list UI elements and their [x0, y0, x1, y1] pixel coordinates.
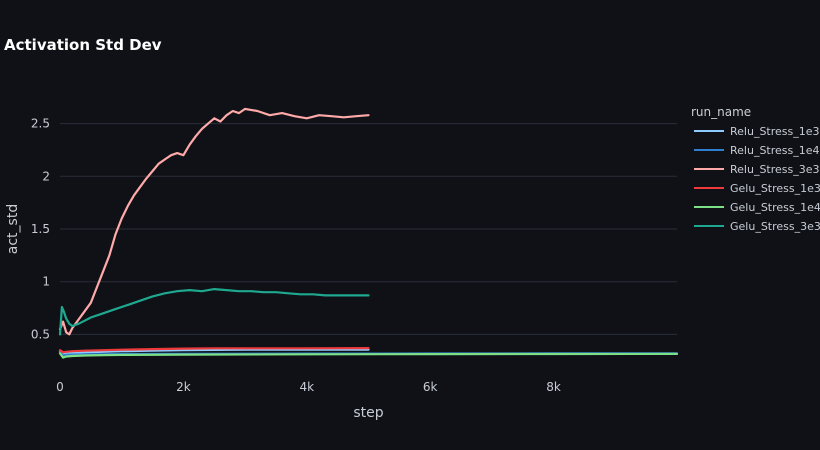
series-line-relu-stress-3e3 [58, 107, 370, 336]
series-line-gelu-stress-3e3 [58, 288, 370, 336]
legend-entry: Relu_Stress_1e4 [730, 144, 820, 157]
y-tick-label: 0.5 [31, 327, 50, 341]
y-tick-label: 1.5 [31, 222, 50, 236]
series-line-relu-stress-1e3 [58, 348, 370, 356]
x-tick-label: 2k [176, 380, 191, 394]
x-axis-title: step [353, 405, 383, 421]
x-tick-label: 8k [546, 380, 561, 394]
y-tick-label: 2.5 [31, 117, 50, 131]
x-tick-label: 6k [423, 380, 438, 394]
legend-entry: Relu_Stress_1e3 [730, 125, 820, 138]
legend-entry: Gelu_Stress_1e3 [730, 182, 820, 195]
y-tick-label: 1 [42, 275, 50, 289]
x-tick-label: 4k [300, 380, 315, 394]
gridlines [60, 123, 677, 335]
legend-entry: Relu_Stress_3e3 [730, 163, 820, 176]
y-axis-title: act_std [5, 204, 21, 254]
x-tick-label: 0 [56, 380, 64, 394]
x-axis: 0 2k 4k 6k 8k [56, 380, 561, 394]
series-line-gelu-stress-1e3 [58, 347, 370, 354]
plot-area [58, 107, 679, 359]
legend-title: run_name [691, 105, 751, 119]
y-tick-label: 2 [42, 169, 50, 183]
legend: run_name Relu_Stress_1e3 Relu_Stress_1e4 R… [691, 105, 820, 233]
legend-entry: Gelu_Stress_1e4 [730, 201, 820, 214]
chart-title: Activation Std Dev [4, 36, 162, 54]
y-axis: 0.5 1 1.5 2 2.5 [31, 117, 50, 342]
legend-entry: Gelu_Stress_3e3 [730, 220, 820, 233]
series-line-gelu-stress-1e4 [58, 352, 679, 359]
